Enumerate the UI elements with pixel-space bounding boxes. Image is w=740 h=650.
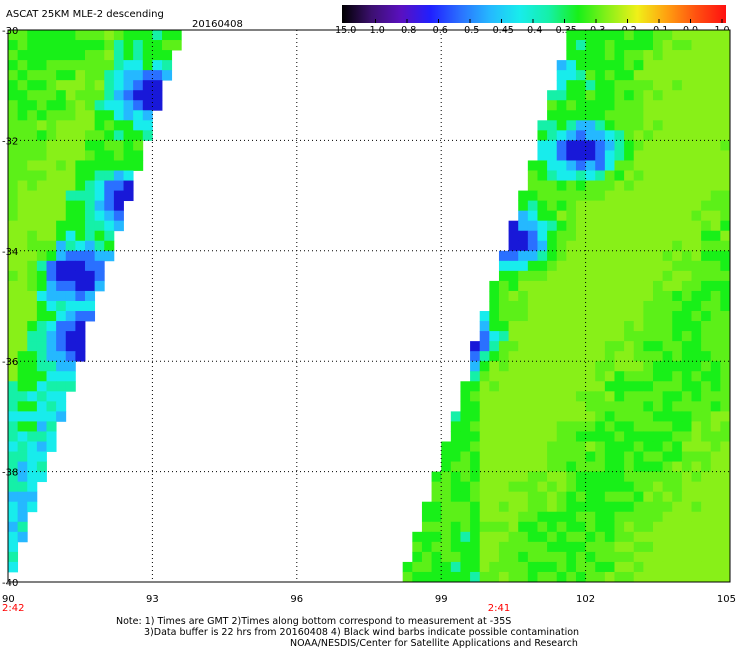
note-line-1: Note: 1) Times are GMT 2)Times along bot… bbox=[116, 616, 512, 627]
longitude-label: 96 bbox=[290, 594, 303, 605]
product-date: 20160408 bbox=[192, 19, 243, 30]
latitude-label: -34 bbox=[2, 247, 18, 258]
latitude-label: -38 bbox=[2, 468, 18, 479]
note-line-2: 3)Data buffer is 22 hrs from 20160408 4)… bbox=[144, 627, 580, 638]
longitude-label: 99 bbox=[435, 594, 448, 605]
latitude-label: -40 bbox=[2, 578, 18, 589]
latitude-label: -32 bbox=[2, 136, 18, 147]
graticule bbox=[8, 30, 730, 582]
data-cells bbox=[8, 30, 731, 583]
color-scale-gradient bbox=[342, 5, 726, 23]
product-title: ASCAT 25KM MLE-2 descending bbox=[6, 9, 164, 20]
longitude-label: 105 bbox=[717, 594, 736, 605]
map-frame bbox=[7, 29, 731, 583]
latitude-label: -30 bbox=[2, 26, 18, 37]
time-label-west: 2:42 bbox=[2, 603, 24, 614]
longitude-label: 102 bbox=[576, 594, 595, 605]
color-scale-bar bbox=[342, 5, 726, 23]
longitude-label: 90 bbox=[2, 594, 15, 605]
longitude-label: 93 bbox=[146, 594, 159, 605]
time-label-east: 2:41 bbox=[488, 603, 510, 614]
note-line-3: NOAA/NESDIS/Center for Satellite Applica… bbox=[290, 638, 578, 649]
latitude-label: -36 bbox=[2, 357, 18, 368]
